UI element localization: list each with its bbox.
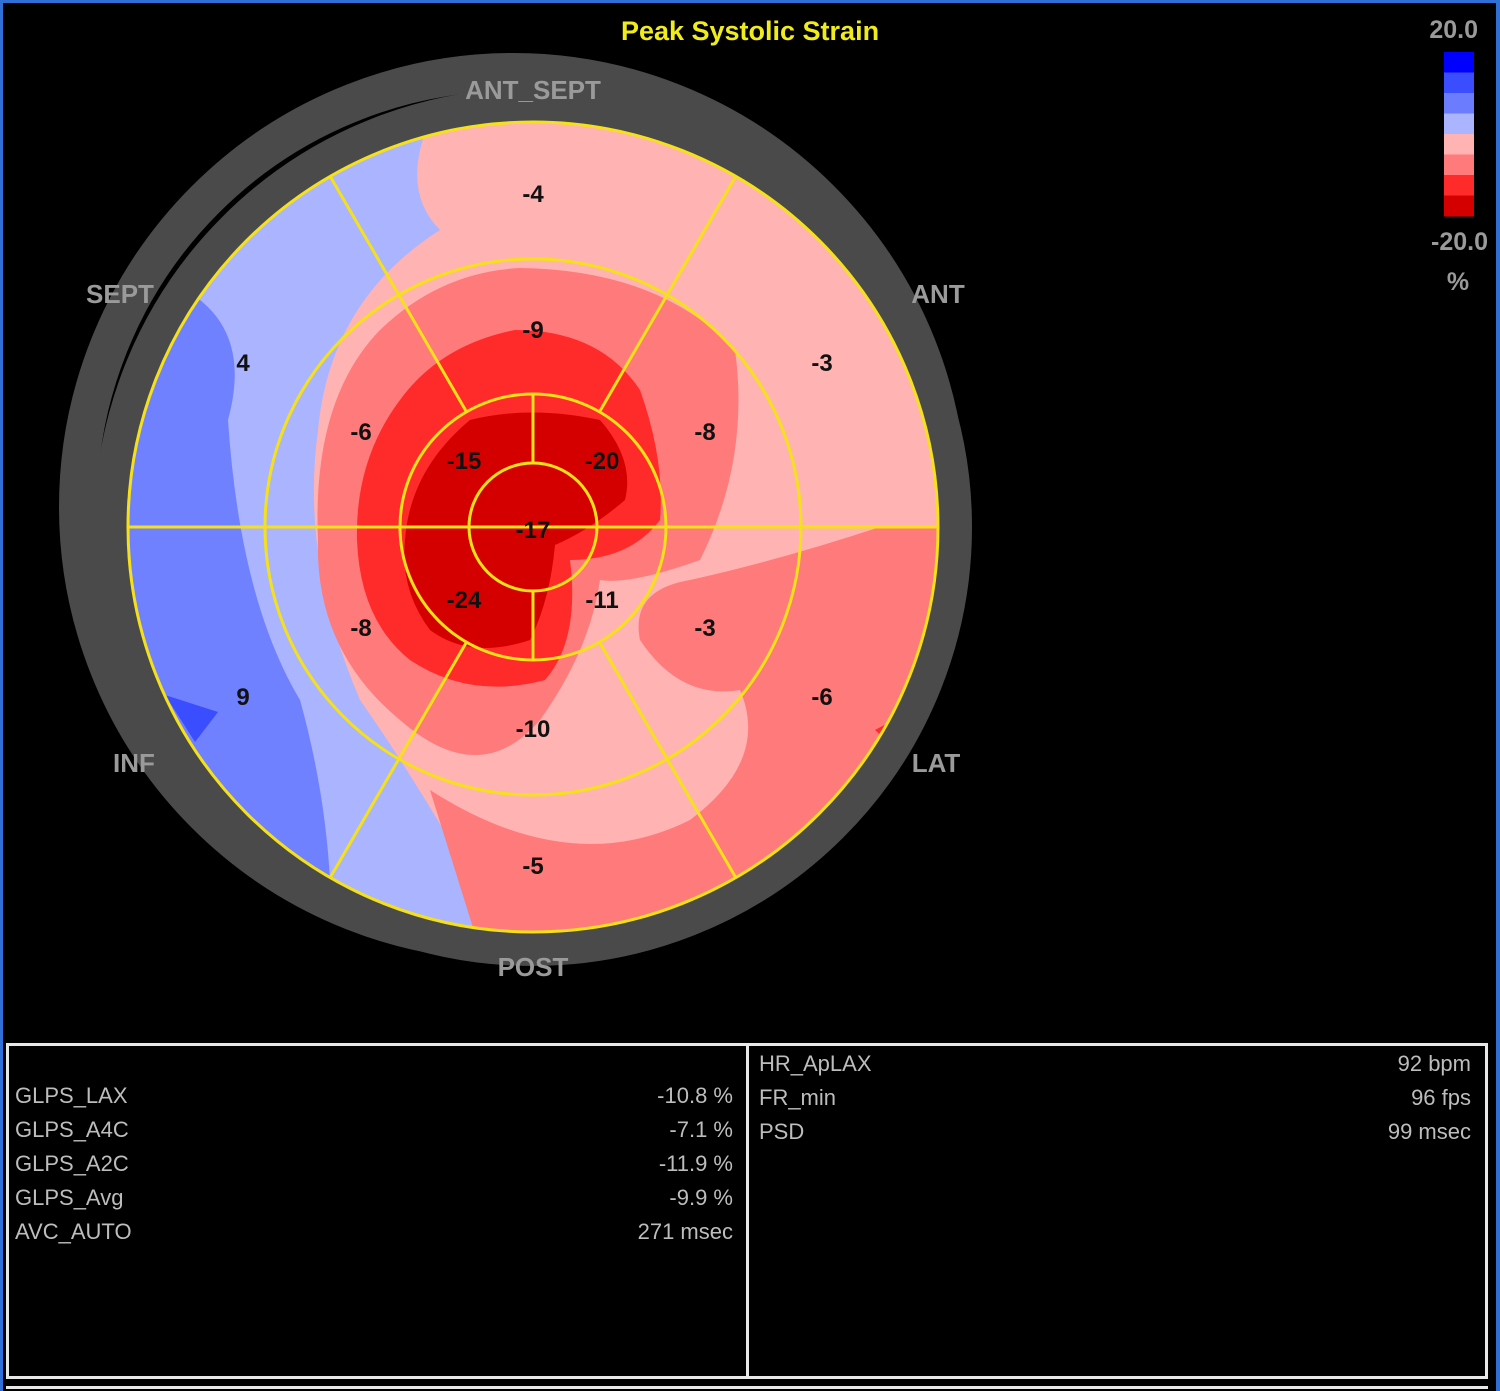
measurement-label: GLPS_A2C <box>15 1151 129 1176</box>
segment-value-mid-sept: -6 <box>350 419 371 446</box>
measurement-label: GLPS_A4C <box>15 1117 129 1142</box>
scale-max-label: 20.0 <box>1429 16 1478 44</box>
divider-ant-sept-ant <box>598 175 738 412</box>
segment-value-basal-ant-sept: -4 <box>522 181 544 208</box>
scale-swatch <box>1444 154 1474 176</box>
colormap-deep-blue <box>165 695 218 742</box>
panel-bottom-border <box>6 1386 1488 1389</box>
measurement-row: AVC_AUTO 271 msec <box>15 1219 733 1249</box>
scale-swatch <box>1444 195 1474 217</box>
measurement-label: GLPS_LAX <box>15 1083 128 1108</box>
info-value: 96 fps <box>1411 1085 1471 1110</box>
info-row: FR_min 96 fps <box>759 1085 1471 1115</box>
measurement-value: -10.8 % <box>657 1083 733 1108</box>
segment-value-basal-lat: -6 <box>811 684 832 711</box>
measurement-label: AVC_AUTO <box>15 1219 132 1244</box>
bullseye-chart: Peak Systolic Strain ANT_SEPT SEPT ANT I… <box>59 16 1488 982</box>
info-row: HR_ApLAX 92 bpm <box>759 1051 1471 1081</box>
measurement-value: -11.9 % <box>658 1151 733 1176</box>
segment-value-mid-inf: -8 <box>350 615 371 642</box>
segment-value-basal-inf: 9 <box>236 684 249 711</box>
divider-inf-post <box>328 642 468 879</box>
measurement-label: GLPS_Avg <box>15 1185 124 1210</box>
segment-values: -4 -3 -6 -5 9 4 -9 -8 -3 -10 -8 -6 -20 -… <box>236 181 832 880</box>
scale-swatch <box>1444 134 1474 155</box>
segment-value-apical-ant: -20 <box>585 448 620 475</box>
divider-ant-sept-sept <box>328 175 468 412</box>
wall-label-post: POST <box>498 952 569 982</box>
window-frame-left <box>0 0 3 1391</box>
wall-label-sept: SEPT <box>86 279 154 309</box>
measurement-value: -7.1 % <box>669 1117 733 1142</box>
segment-value-mid-post: -10 <box>516 716 551 743</box>
wall-label-lat: LAT <box>912 748 961 778</box>
window-frame-right <box>1496 0 1500 1391</box>
scale-swatch <box>1444 72 1474 94</box>
wall-labels: ANT_SEPT SEPT ANT INF LAT POST <box>86 75 965 982</box>
colormap-dark-red <box>404 412 628 648</box>
segment-value-mid-ant-sept: -9 <box>522 317 543 344</box>
info-value: 99 msec <box>1387 1119 1471 1144</box>
segment-value-basal-post: -5 <box>522 853 543 880</box>
outer-ring <box>59 53 972 966</box>
info-label: PSD <box>759 1119 805 1144</box>
scale-swatch <box>1444 52 1474 73</box>
measurement-row: GLPS_A4C -7.1 % <box>15 1117 733 1147</box>
segment-value-mid-lat: -3 <box>694 615 715 642</box>
segment-grid <box>126 120 940 934</box>
color-scale-legend: 20.0 -20.0 % <box>1429 16 1488 296</box>
measurement-value: 271 msec <box>637 1219 733 1244</box>
scale-swatch <box>1444 113 1474 135</box>
info-row: PSD 99 msec <box>759 1119 1471 1149</box>
chart-title: Peak Systolic Strain <box>621 16 879 46</box>
segment-value-apical-inf: -24 <box>447 587 482 614</box>
scale-min-label: -20.0 <box>1431 228 1488 256</box>
info-label: HR_ApLAX <box>759 1051 872 1076</box>
segment-value-apex: -17 <box>516 517 551 544</box>
wall-label-ant-sept: ANT_SEPT <box>465 75 601 105</box>
measurement-row: GLPS_LAX -10.8 % <box>15 1083 733 1113</box>
segment-value-apical-sept: -15 <box>447 448 482 475</box>
wall-label-ant: ANT <box>911 279 965 309</box>
divider-post-lat <box>598 642 738 879</box>
scale-swatch <box>1444 93 1474 114</box>
segment-value-apical-lat: -11 <box>585 587 618 614</box>
segment-value-mid-ant: -8 <box>694 419 715 446</box>
scale-swatches <box>1444 52 1474 217</box>
scale-unit-label: % <box>1447 268 1469 296</box>
wall-label-inf: INF <box>113 748 155 778</box>
measurement-value: -9.9 % <box>669 1185 733 1210</box>
segment-value-basal-sept: 4 <box>236 350 250 377</box>
global-strain-panel: GLPS_LAX -10.8 % GLPS_A4C -7.1 % GLPS_A2C -… <box>6 1043 749 1379</box>
acquisition-info-panel: HR_ApLAX 92 bpm FR_min 96 fps PSD 99 msec <box>746 1043 1488 1379</box>
measurement-row: GLPS_A2C -11.9 % <box>15 1151 733 1181</box>
window-frame-top <box>0 0 1500 3</box>
info-value: 92 bpm <box>1397 1051 1471 1076</box>
measurement-row: GLPS_Avg -9.9 % <box>15 1185 733 1215</box>
segment-value-basal-ant: -3 <box>811 350 832 377</box>
scale-swatch <box>1444 175 1474 196</box>
info-label: FR_min <box>759 1085 837 1110</box>
